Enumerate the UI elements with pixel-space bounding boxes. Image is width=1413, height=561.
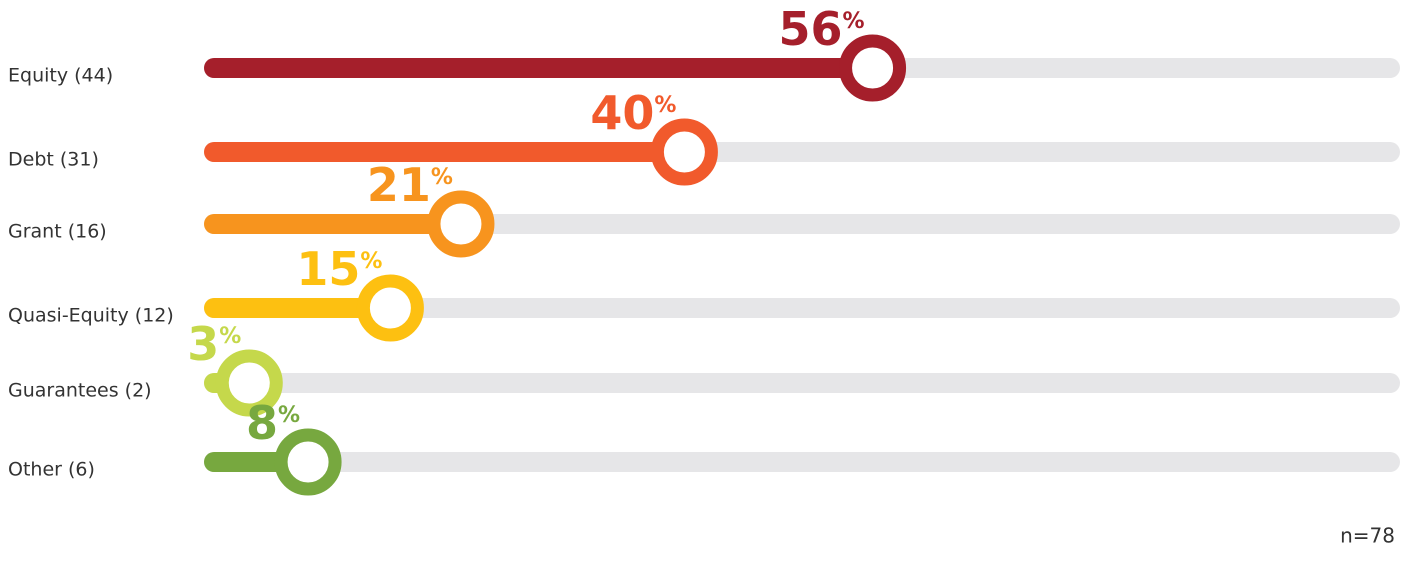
sample-note: n=78 xyxy=(1340,524,1395,548)
marker xyxy=(839,34,907,102)
category-label: Equity (44) xyxy=(8,65,113,87)
value-label: 3% xyxy=(187,317,241,371)
value-label: 15% xyxy=(296,242,382,296)
category-label: Quasi-Equity (12) xyxy=(8,305,174,327)
value-label: 56% xyxy=(778,2,864,56)
value-label: 8% xyxy=(246,396,300,450)
value-label: 21% xyxy=(367,158,453,212)
marker xyxy=(356,274,424,342)
category-label: Guarantees (2) xyxy=(8,380,152,402)
marker xyxy=(215,349,283,417)
category-label: Grant (16) xyxy=(8,221,107,243)
category-label: Debt (31) xyxy=(8,149,99,171)
marker xyxy=(650,118,718,186)
marker xyxy=(427,190,495,258)
category-label: Other (6) xyxy=(8,459,95,481)
marker xyxy=(274,428,342,496)
value-label: 40% xyxy=(590,86,676,140)
